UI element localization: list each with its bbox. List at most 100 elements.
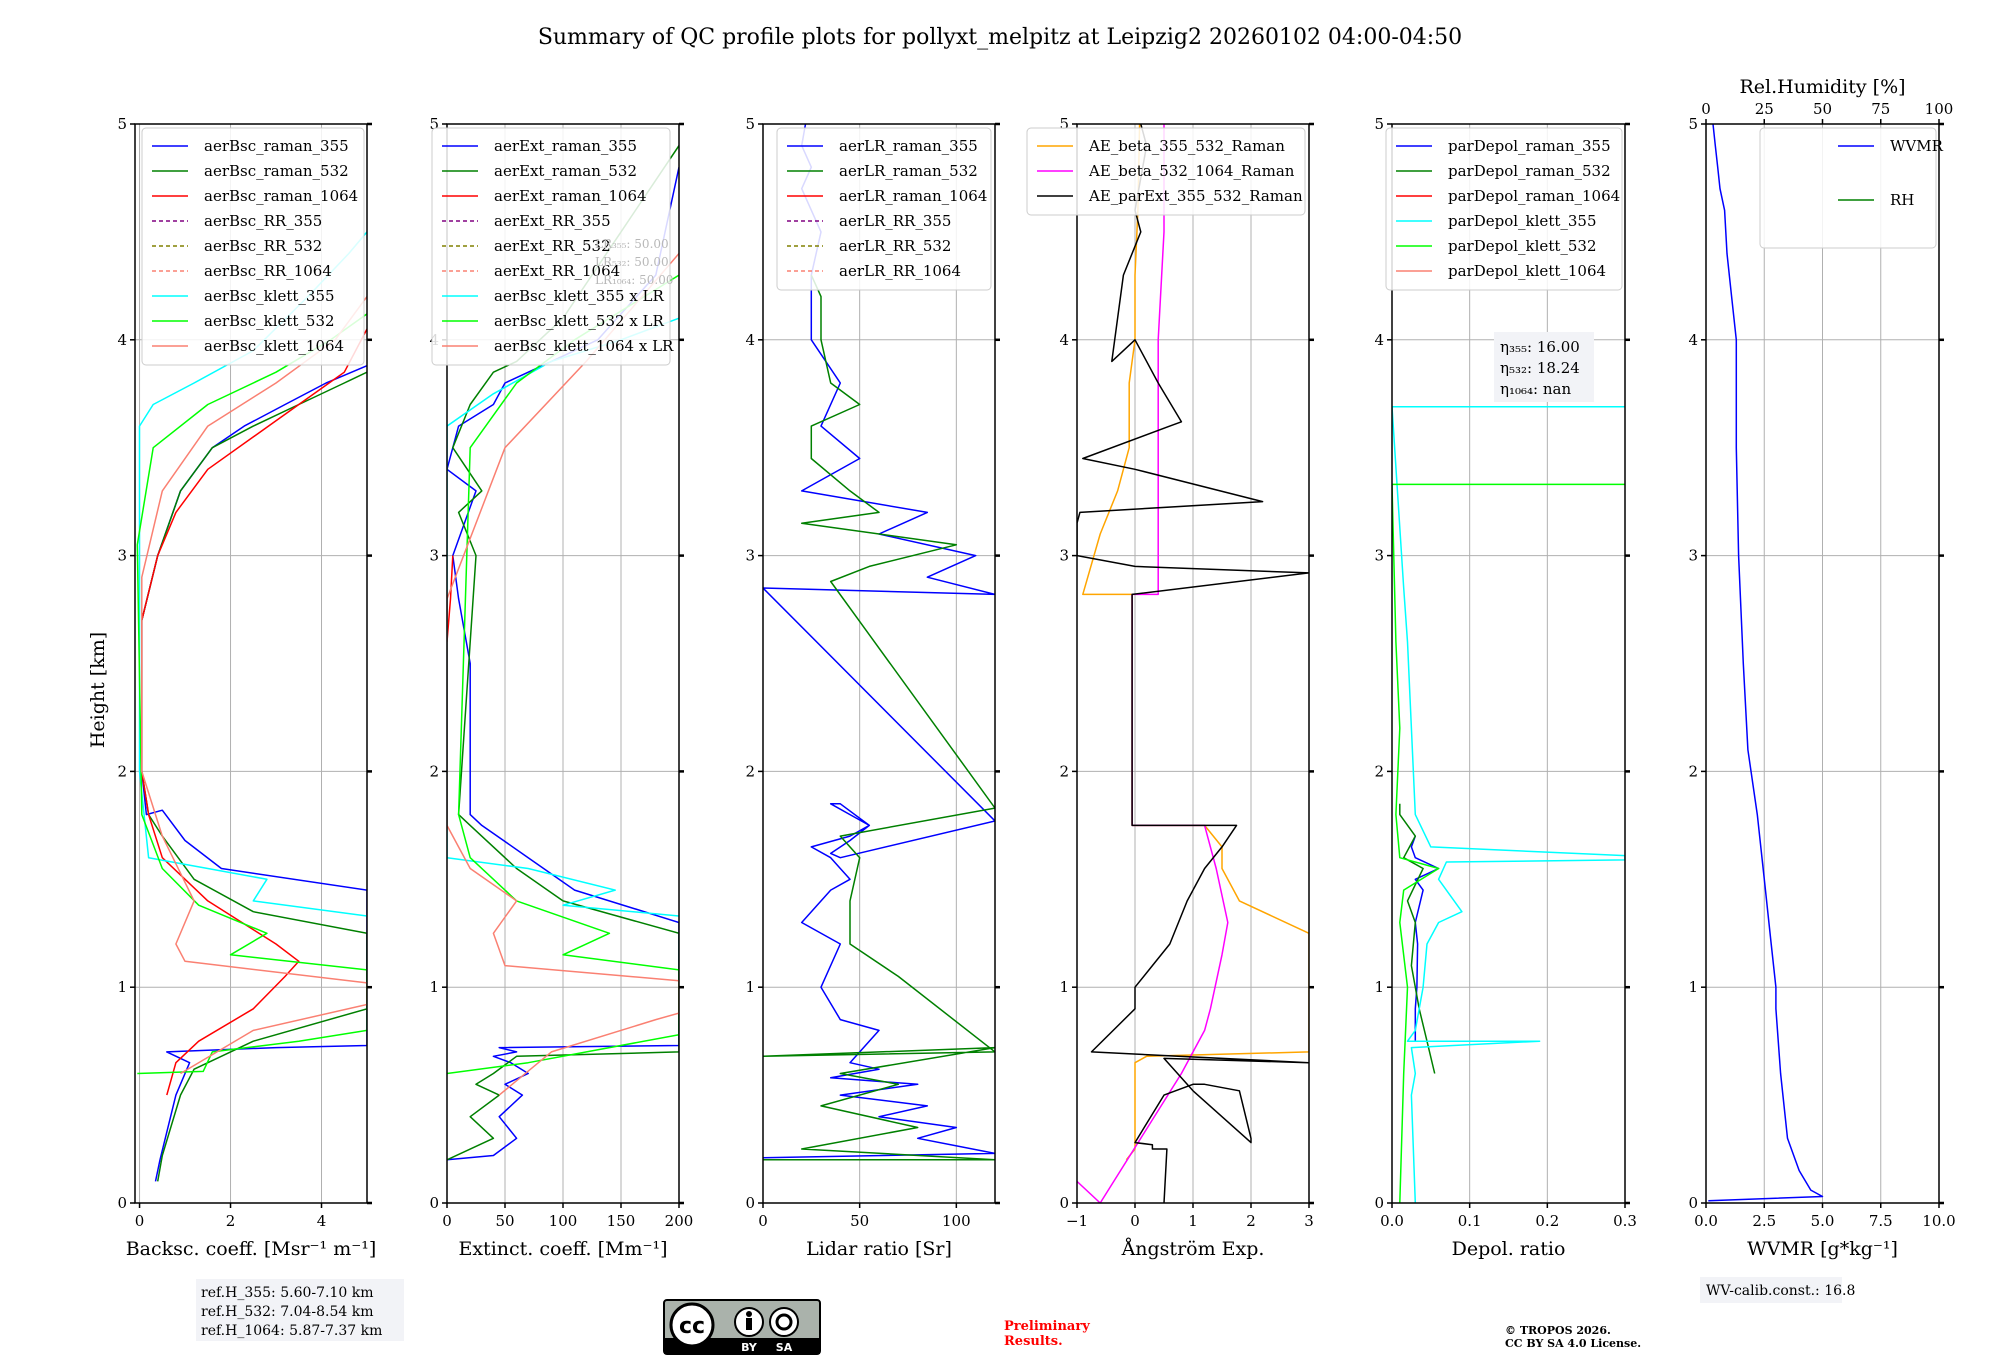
ytick-label-ext-3: 3 bbox=[429, 547, 439, 565]
ytick-label-depol-2: 2 bbox=[1374, 762, 1384, 780]
ref-height-532: ref.H_532: 7.04-8.54 km bbox=[201, 1304, 374, 1320]
legend-label-lr-2: aerLR_raman_1064 bbox=[839, 187, 987, 205]
axes-frame-bsc bbox=[134, 123, 368, 1204]
xtick-label-bsc-2: 4 bbox=[317, 1212, 327, 1230]
legend-label-bsc-0: aerBsc_raman_355 bbox=[204, 137, 349, 155]
legend-label-ext-0: aerExt_raman_355 bbox=[494, 137, 637, 155]
ytick-label-wv-5: 5 bbox=[1688, 115, 1698, 133]
top-tick-label-4: 100 bbox=[1925, 100, 1954, 118]
legend-label-ext-5: aerExt_RR_1064 bbox=[494, 262, 620, 280]
series-group-ae bbox=[1077, 124, 1309, 1203]
legend-label-bsc-3: aerBsc_RR_355 bbox=[204, 212, 322, 230]
legend-ext: aerExt_raman_355 aerExt_raman_532 aerExt_r… bbox=[431, 127, 674, 366]
legend-label-ae-1: AE_beta_532_1064_Raman bbox=[1088, 162, 1295, 180]
ytick-label-ae-1: 1 bbox=[1059, 978, 1069, 996]
xlabel-ext: Extinct. coeff. [Mm⁻¹] bbox=[458, 1238, 667, 1260]
series-group-depol bbox=[1392, 405, 1625, 1203]
axes-frame-depol bbox=[1391, 123, 1626, 1204]
legend-label-bsc-6: aerBsc_klett_355 bbox=[204, 287, 335, 305]
ytick-label-ae-4: 4 bbox=[1059, 331, 1069, 349]
series-ae-0 bbox=[1082, 124, 1309, 1161]
ytick-label-lr-1: 1 bbox=[745, 978, 755, 996]
ytick-label-wv-3: 3 bbox=[1688, 547, 1698, 565]
legend-label-lr-4: aerLR_RR_532 bbox=[839, 237, 951, 255]
xtick-label-wv-0: 0.0 bbox=[1694, 1212, 1718, 1230]
ytick-label-lr-3: 3 bbox=[745, 547, 755, 565]
ytick-label-ext-5: 5 bbox=[429, 115, 439, 133]
preliminary-line1: Preliminary bbox=[1004, 1319, 1090, 1334]
ytick-label-depol-5: 5 bbox=[1374, 115, 1384, 133]
ytick-label-lr-4: 4 bbox=[745, 331, 755, 349]
panel-bsc: 0 2 4 0 1 2 3 4 5 Backsc. coeff. [Msr⁻¹ m⁻¹] aerBs… bbox=[117, 115, 376, 1260]
legend-label-ae-2: AE_parExt_355_532_Raman bbox=[1088, 187, 1303, 205]
series-bsc-0 bbox=[141, 365, 367, 1182]
xtick-label-ae-4: 3 bbox=[1304, 1212, 1314, 1230]
wv-calib-text: WV-calib.const.: 16.8 bbox=[1706, 1283, 1855, 1299]
series-ext-5 bbox=[447, 253, 679, 1096]
series-bsc-5 bbox=[141, 296, 367, 1075]
legend-label-depol-3: parDepol_klett_355 bbox=[1448, 212, 1597, 230]
top-tick-label-2: 50 bbox=[1813, 100, 1832, 118]
top-tick-label-3: 75 bbox=[1871, 100, 1890, 118]
legend-box-ae bbox=[1026, 127, 1306, 216]
legend-box-wv bbox=[1759, 127, 1937, 249]
panels: 0 2 4 0 1 2 3 4 5 Backsc. coeff. [Msr⁻¹ m⁻¹] aerBs… bbox=[117, 76, 1955, 1260]
legend-label-ext-3: aerExt_RR_355 bbox=[494, 212, 611, 230]
legend-wv: WVMR RH bbox=[1759, 127, 1944, 249]
ref-height-355: ref.H_355: 5.60-7.10 km bbox=[201, 1285, 374, 1301]
sa-text: SA bbox=[776, 1341, 793, 1354]
legend-label-lr-0: aerLR_raman_355 bbox=[839, 137, 978, 155]
legend-lr: aerLR_raman_355 aerLR_raman_532 aerLR_rama… bbox=[776, 127, 992, 291]
legend-bsc: aerBsc_raman_355 aerBsc_raman_532 aerBsc_r… bbox=[141, 127, 365, 366]
xtick-label-ext-3: 150 bbox=[607, 1212, 636, 1230]
ytick-label-depol-0: 0 bbox=[1374, 1194, 1384, 1212]
legend-label-ae-0: AE_beta_355_532_Raman bbox=[1088, 137, 1285, 155]
panel-wv: 0.0 2.5 5.0 7.5 10.0 0 1 2 3 4 5 WVMR [g*kg⁻¹] 0 25 50… bbox=[1688, 76, 1955, 1260]
series-ext-0 bbox=[447, 167, 679, 1161]
legend-label-depol-1: parDepol_raman_532 bbox=[1448, 162, 1611, 180]
xtick-label-depol-3: 0.3 bbox=[1613, 1212, 1637, 1230]
legend-label-lr-5: aerLR_RR_1064 bbox=[839, 262, 961, 280]
series-bsc-1 bbox=[141, 371, 367, 1182]
ytick-label-ae-5: 5 bbox=[1059, 115, 1069, 133]
legend-box-bsc bbox=[141, 127, 365, 366]
ytick-label-bsc-2: 2 bbox=[117, 762, 127, 780]
xlabel-lr: Lidar ratio [Sr] bbox=[806, 1238, 952, 1260]
series-depol-1 bbox=[1399, 803, 1436, 1074]
lr-inset-0: LR₃₅₅: 50.00 bbox=[595, 237, 669, 251]
xtick-label-wv-4: 10.0 bbox=[1922, 1212, 1955, 1230]
xtick-label-wv-3: 7.5 bbox=[1869, 1212, 1893, 1230]
xtick-label-wv-1: 2.5 bbox=[1752, 1212, 1776, 1230]
copyright-line1: © TROPOS 2026. bbox=[1505, 1324, 1611, 1337]
panel-lr: 0 50 100 0 1 2 3 4 5 Lidar ratio [Sr] aerLR_raman_… bbox=[745, 115, 1000, 1260]
top-axis-label: Rel.Humidity [%] bbox=[1739, 76, 1905, 98]
ytick-label-depol-3: 3 bbox=[1374, 547, 1384, 565]
legend-label-ext-1: aerExt_raman_532 bbox=[494, 162, 637, 180]
legend-label-depol-0: parDepol_raman_355 bbox=[1448, 137, 1611, 155]
xtick-label-ext-4: 200 bbox=[665, 1212, 694, 1230]
ref-heights-box bbox=[196, 1279, 404, 1341]
ytick-label-ext-1: 1 bbox=[429, 978, 439, 996]
series-ext-2 bbox=[447, 555, 454, 642]
series-wv-0 bbox=[1708, 124, 1824, 1202]
xtick-label-bsc-0: 0 bbox=[135, 1212, 145, 1230]
legend-label-bsc-2: aerBsc_raman_1064 bbox=[204, 187, 358, 205]
series-lr-0 bbox=[763, 124, 995, 1159]
eta-box bbox=[1494, 332, 1594, 402]
xtick-label-ae-2: 1 bbox=[1188, 1212, 1198, 1230]
xtick-label-bsc-1: 2 bbox=[226, 1212, 236, 1230]
legend-box-lr bbox=[776, 127, 992, 291]
series-ext-1 bbox=[447, 145, 679, 1161]
xlabel-wv: WVMR [g*kg⁻¹] bbox=[1747, 1238, 1898, 1260]
xtick-label-depol-1: 0.1 bbox=[1458, 1212, 1482, 1230]
series-depol-3 bbox=[1392, 483, 1625, 1203]
ytick-label-wv-1: 1 bbox=[1688, 978, 1698, 996]
legend-label-bsc-8: aerBsc_klett_1064 bbox=[204, 337, 344, 355]
sa-icon bbox=[769, 1307, 799, 1337]
xtick-label-ae-0: −1 bbox=[1066, 1212, 1088, 1230]
ytick-label-lr-2: 2 bbox=[745, 762, 755, 780]
lr-inset-2: LR₁₀₆₄: 50.00 bbox=[595, 273, 673, 287]
xtick-label-depol-0: 0.0 bbox=[1380, 1212, 1404, 1230]
wv-calib-box bbox=[1700, 1277, 1842, 1303]
ytick-label-bsc-3: 3 bbox=[117, 547, 127, 565]
